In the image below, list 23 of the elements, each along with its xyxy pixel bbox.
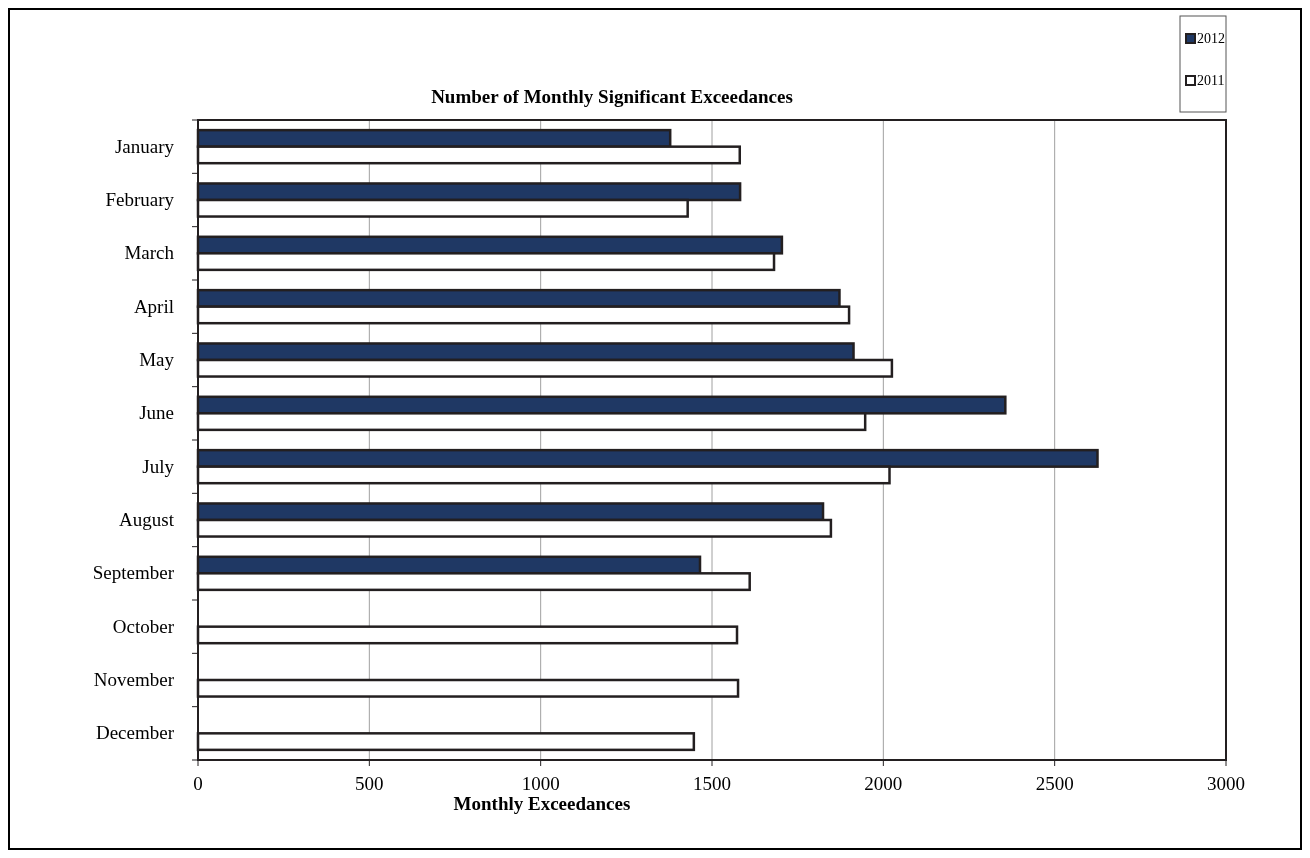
x-tick-label: 1500 [693,773,731,794]
chart-title: Number of Monthly Significant Exceedances [431,86,793,107]
legend-label: 2011 [1197,73,1225,88]
y-tick-label: January [114,135,175,157]
y-tick-label: March [124,242,175,264]
x-tick-label: 0 [193,773,203,794]
y-tick-label: August [119,509,175,530]
x-tick-label: 3000 [1207,773,1245,794]
x-tick-label: 1000 [521,773,560,794]
y-tick-label: July [142,455,175,477]
y-tick-label: February [105,189,175,210]
y-tick-label: April [133,295,174,317]
y-tick-label: June [139,402,174,424]
y-tick-label: September [92,562,175,584]
legend-label: 2012 [1197,31,1225,46]
x-tick-label: 2000 [864,773,903,794]
y-tick-label: November [93,669,175,690]
x-tick-label: 500 [355,773,384,794]
y-tick-label: December [95,722,175,744]
x-tick-label: 2500 [1035,773,1074,794]
y-tick-label: May [139,349,175,370]
x-axis-title: Monthly Exceedances [453,793,631,814]
y-tick-label: October [112,615,175,637]
